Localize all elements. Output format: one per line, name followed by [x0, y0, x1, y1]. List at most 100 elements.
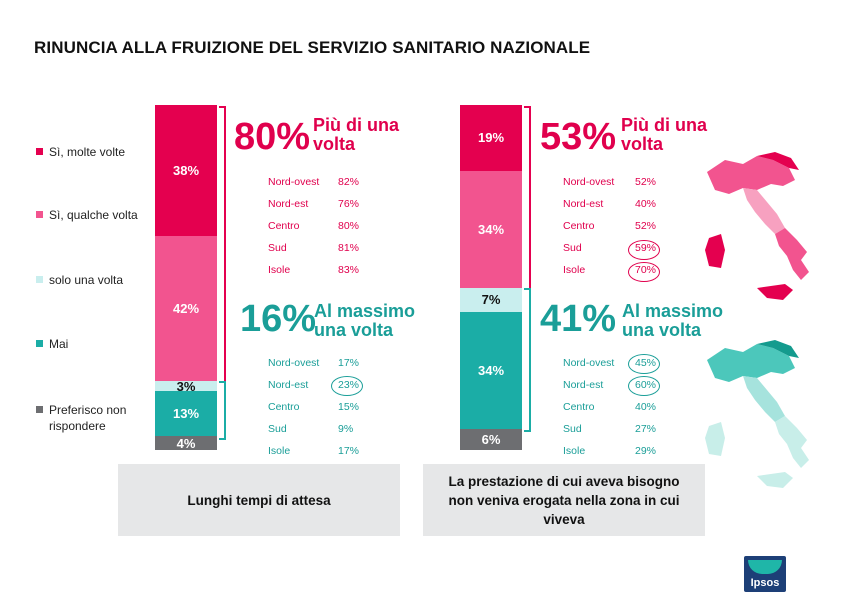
region-value: 83%	[338, 264, 360, 276]
region-name: Centro	[268, 220, 300, 232]
region-name: Nord-est	[563, 379, 604, 391]
bar-value-label: 34%	[477, 221, 505, 237]
legend-swatch	[36, 211, 43, 218]
logo-text: Ipsos	[750, 577, 780, 589]
seg-qualche: 34%	[460, 170, 522, 288]
region-name: Sud	[563, 242, 582, 254]
region-name: Nord-ovest	[563, 357, 615, 369]
italy-map-pink	[705, 152, 809, 300]
seg-molte: 38%	[155, 105, 217, 237]
region-name: Sud	[563, 423, 582, 435]
seg-nonrisp: 4%	[155, 435, 217, 451]
highlight-circle	[628, 262, 660, 282]
legend-item-qualche: Sì, qualche volta	[36, 207, 138, 223]
region-name: Nord-est	[268, 198, 309, 210]
highlight-circle	[628, 376, 660, 396]
page-title: RINUNCIA ALLA FRUIZIONE DEL SERVIZIO SAN…	[34, 38, 591, 57]
bar-value-label: 7%	[481, 292, 501, 308]
region-value: 27%	[635, 423, 657, 435]
bar-value-label: 38%	[172, 163, 200, 179]
region-name: Sud	[268, 423, 287, 435]
region-name: Isole	[268, 445, 291, 457]
summary-label-top-attesa: Più di una volta	[313, 116, 399, 154]
bracket-bottom-zona	[524, 288, 531, 432]
region-name: Centro	[563, 220, 595, 232]
italy-map-teal	[705, 340, 809, 488]
region-name: Isole	[563, 445, 586, 457]
map-region-north	[707, 344, 795, 382]
summary-label-top-zona: Più di una volta	[621, 116, 707, 154]
summary-pct-top-zona: 53%	[540, 116, 617, 158]
highlight-circle	[331, 376, 363, 396]
map-region-north	[707, 156, 795, 194]
region-name: Nord-ovest	[268, 357, 320, 369]
seg-mai: 13%	[155, 391, 217, 437]
region-name: Nord-ovest	[563, 176, 615, 188]
logo-accent	[748, 560, 782, 574]
seg-una: 7%	[460, 287, 522, 312]
region-name: Nord-est	[563, 198, 604, 210]
region-value: 80%	[338, 220, 360, 232]
legend-swatch	[36, 148, 43, 155]
summary-label-line: Più di una	[621, 115, 708, 135]
map-region-northeast	[757, 152, 799, 170]
stacked-bar-attesa: 38% 42% 3% 13% 4%	[155, 105, 217, 451]
legend-item-nonrisp: Preferisco non rispondere	[36, 402, 146, 434]
region-value: 15%	[338, 401, 360, 413]
summary-label-line: Al massimo	[622, 301, 724, 321]
highlight-circle	[628, 354, 660, 374]
region-value: 52%	[635, 176, 657, 188]
seg-nonrisp: 6%	[460, 429, 522, 450]
seg-una: 3%	[155, 378, 217, 394]
summary-label-line: Più di una	[313, 115, 400, 135]
legend-label: Preferisco non rispondere	[49, 403, 127, 433]
legend-label: Mai	[49, 337, 69, 351]
region-value: 76%	[338, 198, 360, 210]
region-name: Centro	[563, 401, 595, 413]
map-region-south	[775, 228, 809, 280]
category-box-attesa: Lunghi tempi di attesa	[118, 464, 400, 536]
bar-value-label: 13%	[172, 406, 200, 422]
seg-qualche: 42%	[155, 236, 217, 381]
region-value: 9%	[338, 423, 354, 435]
region-name: Isole	[563, 264, 586, 276]
map-region-northeast	[757, 340, 799, 358]
seg-molte: 19%	[460, 105, 522, 171]
summary-label-bottom-zona: Al massimo una volta	[622, 302, 723, 340]
bar-value-label: 42%	[172, 301, 200, 317]
region-name: Isole	[268, 264, 291, 276]
ipsos-logo: Ipsos	[744, 556, 786, 592]
region-value: 40%	[635, 401, 657, 413]
summary-pct-bottom-zona: 41%	[540, 298, 617, 340]
map-region-center	[743, 188, 785, 234]
region-value: 17%	[338, 445, 360, 457]
region-value: 29%	[635, 445, 657, 457]
summary-label-line: volta	[621, 134, 664, 154]
legend-item-molte: Sì, molte volte	[36, 144, 125, 160]
legend-label: solo una volta	[49, 273, 124, 287]
region-value: 40%	[635, 198, 657, 210]
region-name: Nord-ovest	[268, 176, 320, 188]
bar-value-label: 3%	[176, 378, 196, 394]
bracket-top-zona	[524, 106, 531, 290]
legend-label: Sì, qualche volta	[49, 208, 138, 222]
bar-value-label: 19%	[477, 130, 505, 146]
bar-value-label: 34%	[477, 363, 505, 379]
region-value: 82%	[338, 176, 360, 188]
bar-value-label: 4%	[176, 435, 196, 451]
map-region-sicily	[757, 472, 793, 488]
region-value: 17%	[338, 357, 360, 369]
summary-pct-top-attesa: 80%	[234, 116, 311, 158]
bracket-top-attesa	[219, 106, 226, 383]
region-value: 81%	[338, 242, 360, 254]
legend-swatch	[36, 340, 43, 347]
legend-item-una: solo una volta	[36, 272, 123, 288]
stacked-bar-zona: 19% 34% 7% 34% 6%	[460, 105, 522, 450]
map-region-south	[775, 416, 809, 468]
seg-mai: 34%	[460, 312, 522, 430]
region-name: Nord-est	[268, 379, 309, 391]
summary-label-line: una volta	[314, 320, 394, 340]
category-box-zona: La prestazione di cui aveva bisogno non …	[423, 464, 705, 536]
map-region-center	[743, 376, 785, 422]
summary-label-line: volta	[313, 134, 356, 154]
